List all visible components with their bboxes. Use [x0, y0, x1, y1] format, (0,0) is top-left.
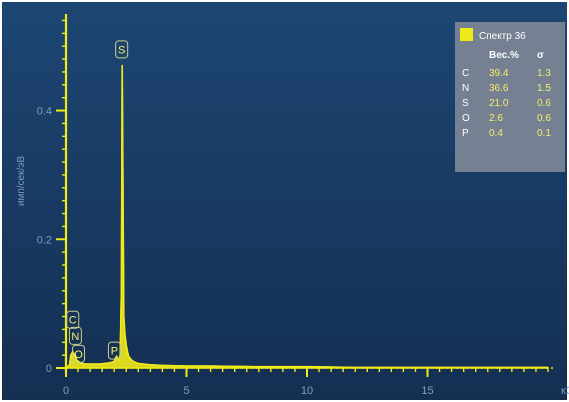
legend-row-wt: 2.6 [489, 113, 503, 124]
peak-labels-layer: S CNO P [66, 40, 129, 363]
peak-label: P [111, 346, 118, 358]
legend-row-wt: 0.4 [489, 128, 503, 139]
x-tick-label: 15 [421, 385, 433, 397]
legend-row-element: C [462, 68, 469, 79]
y-axis-title: имп/сек/эВ [16, 156, 27, 206]
legend-col-header-sigma: σ [537, 50, 544, 61]
peak-label-box [107, 341, 121, 360]
legend-row-wt: 39.4 [489, 68, 509, 79]
legend-row-element: S [462, 98, 469, 109]
peak-label: S [118, 44, 125, 56]
x-tick-label: 0 [63, 385, 69, 397]
legend-row-element: N [462, 83, 469, 94]
legend-row-sigma: 1.5 [537, 83, 551, 94]
legend-col-header-wt: Вес.% [489, 50, 519, 61]
legend-title: Спектр 36 [479, 31, 526, 42]
legend-row-sigma: 1.3 [537, 68, 551, 79]
legend-panel: Спектр 36 Вес.% σ C 39.4 1.3 N 36.6 1.5 S 21.0 0.6 O… [455, 22, 565, 172]
legend-row-wt: 21.0 [489, 98, 509, 109]
peak-label-box [72, 344, 86, 363]
legend-background [455, 22, 565, 172]
x-axis-unit-label: кЭ [561, 385, 569, 397]
peak-label-box [68, 326, 82, 345]
peak-label-box [66, 310, 80, 329]
legend-swatch [460, 28, 473, 41]
legend-row-element: O [462, 113, 470, 124]
peak-label-box [115, 40, 129, 59]
legend-row-sigma: 0.6 [537, 113, 551, 124]
legend-row-element: P [462, 128, 469, 139]
peak-label: C [69, 315, 77, 327]
y-tick-label: 0.4 [37, 106, 52, 118]
peak-label: O [74, 349, 83, 361]
x-tick-label: 5 [183, 385, 189, 397]
y-tick-label: 0 [46, 363, 52, 375]
x-tick-label: 10 [301, 385, 313, 397]
legend-row-sigma: 0.6 [537, 98, 551, 109]
legend-row-sigma: 0.1 [537, 128, 551, 139]
legend-row-wt: 36.6 [489, 83, 509, 94]
y-tick-label: 0.2 [37, 234, 52, 246]
peak-label: N [71, 331, 79, 343]
